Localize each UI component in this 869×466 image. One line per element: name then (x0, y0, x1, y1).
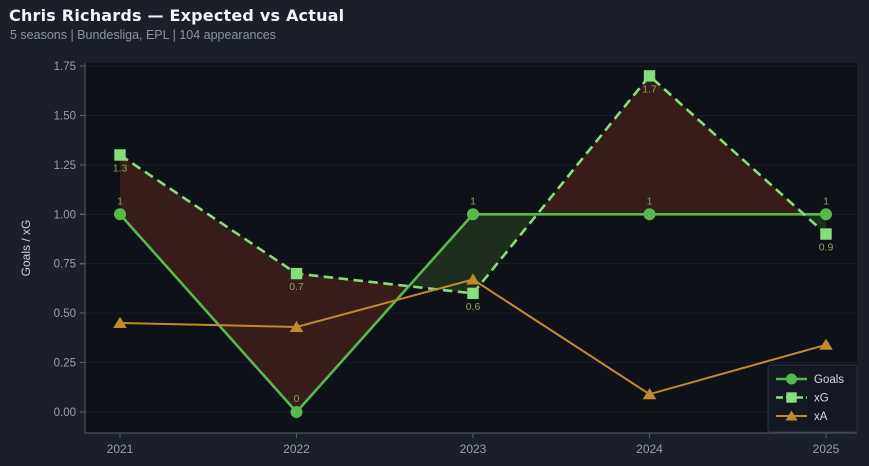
legend-label: Goals (814, 374, 844, 386)
goals-marker (643, 208, 656, 221)
legend-triangle-marker (785, 410, 798, 421)
x-tick-label: 2024 (636, 442, 663, 456)
xg-value-label: 0.7 (289, 281, 304, 293)
legend-label: xA (814, 411, 828, 423)
xg-marker (820, 228, 832, 240)
legend-item-xg: xG (776, 392, 829, 405)
fill-xg-over-goals (120, 155, 409, 412)
x-tick-label: 2021 (107, 442, 134, 456)
x-tick-label: 2025 (813, 442, 840, 456)
xa-marker (642, 388, 657, 400)
x-tick-label: 2023 (460, 442, 487, 456)
legend: Goals xG xA (767, 364, 858, 433)
goals-value-labels: 1 0 1 1 1 (117, 195, 829, 405)
xg-marker (114, 149, 126, 161)
goals-value-label: 1 (470, 195, 476, 207)
fill-xg-over-goals (537, 75, 804, 215)
fill-goals-over-xg (409, 214, 537, 294)
xg-marker (290, 267, 303, 280)
goals-value-label: 1 (647, 195, 653, 207)
page-title: Chris Richards — Expected vs Actual (9, 6, 345, 25)
xg-value-label: 1.3 (113, 162, 128, 174)
goals-marker (290, 406, 303, 418)
y-tick-label: 1.75 (54, 61, 76, 73)
xg-markers (114, 70, 832, 300)
y-tick-label: 0.00 (54, 407, 76, 419)
legend-square-marker (786, 392, 797, 403)
y-tick-label: 0.75 (54, 259, 76, 271)
xg-marker (467, 287, 479, 300)
goals-value-label: 1 (117, 195, 123, 207)
y-tick-label: 1.25 (54, 160, 76, 172)
xg-value-label: 0.6 (466, 301, 481, 313)
xg-value-labels: 1.3 0.7 0.6 1.7 0.9 (113, 83, 834, 312)
xa-marker (819, 338, 833, 350)
xa-marker (113, 316, 127, 329)
legend-item-xa: xA (776, 410, 828, 423)
legend-label: xG (814, 393, 829, 405)
x-tick-label: 2022 (283, 442, 310, 456)
legend-item-goals: Goals (776, 373, 844, 386)
y-tick-label: 0.50 (54, 308, 76, 320)
xa-markers (113, 273, 833, 400)
xa-marker (289, 320, 304, 332)
y-tick-label: 0.25 (54, 358, 76, 370)
xa-marker (466, 273, 480, 285)
page-subtitle: 5 seasons | Bundesliga, EPL | 104 appear… (10, 28, 276, 42)
goals-marker (114, 208, 126, 221)
xg-value-label: 1.7 (642, 83, 657, 95)
axes: 0.00 0.25 0.50 0.75 1.00 1.25 1.50 1.75 2021 2022… (19, 61, 857, 456)
goals-value-label: 0 (294, 393, 300, 405)
y-tick-label: 1.50 (54, 110, 76, 122)
xg-value-label: 0.9 (819, 242, 834, 254)
legend-circle-marker (786, 373, 797, 385)
goals-marker (467, 208, 479, 221)
y-tick-label: 1.00 (54, 209, 76, 221)
goals-marker (820, 208, 832, 221)
xg-marker (643, 70, 656, 82)
goals-value-label: 1 (823, 195, 829, 207)
y-axis-title: Goals / xG (19, 220, 33, 277)
goals-markers (114, 208, 832, 418)
